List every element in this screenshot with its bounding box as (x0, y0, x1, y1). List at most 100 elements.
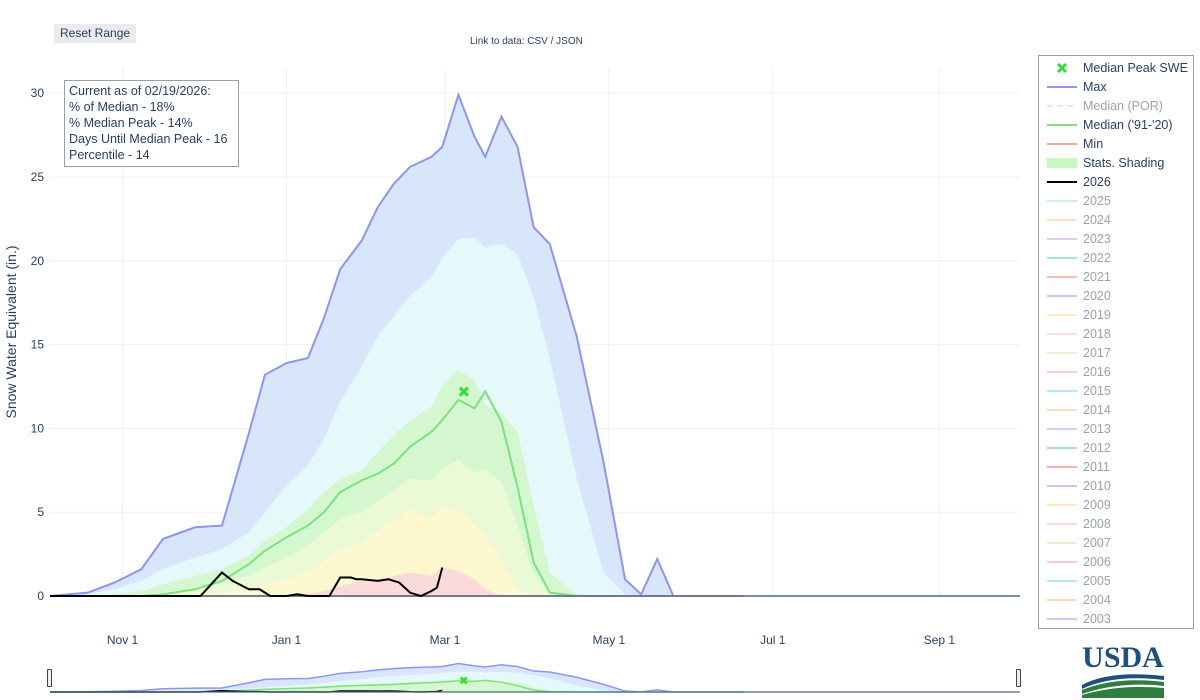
data-link: Link to data: CSV / JSON (470, 36, 583, 47)
legend-item[interactable]: 2010 (1047, 477, 1111, 495)
csv-link[interactable]: CSV (527, 36, 548, 47)
legend-swatch (1047, 194, 1077, 208)
x-tick-label: Sep 1 (924, 633, 956, 647)
legend-swatch (1047, 403, 1077, 417)
max-line (49, 91, 744, 597)
legend-swatch (1047, 118, 1077, 132)
y-axis-title: Snow Water Equivalent (in.) (3, 246, 19, 419)
legend-swatch (1047, 175, 1077, 189)
x-tick-label: May 1 (593, 633, 626, 647)
legend-label: 2016 (1083, 365, 1111, 379)
y-tick-label: 25 (31, 170, 45, 184)
y-tick-label: 30 (31, 86, 45, 100)
legend-item[interactable]: 2019 (1047, 306, 1111, 324)
legend-label: 2024 (1083, 213, 1111, 227)
legend-swatch (1047, 213, 1077, 227)
legend-item[interactable]: Min (1047, 135, 1103, 153)
legend-label: 2008 (1083, 517, 1111, 531)
range-slider-p70-area (50, 679, 744, 692)
json-link[interactable]: JSON (556, 36, 583, 47)
legend-swatch (1047, 61, 1077, 75)
legend-item[interactable]: 2011 (1047, 458, 1110, 476)
legend-swatch (1047, 232, 1077, 246)
legend-item[interactable]: 2013 (1047, 420, 1111, 438)
legend-label: 2007 (1083, 536, 1111, 550)
y-tick-label: 0 (37, 589, 44, 603)
legend-label: 2013 (1083, 422, 1111, 436)
legend-item[interactable]: 2017 (1047, 344, 1111, 362)
range-slider-peak-marker (459, 676, 468, 685)
legend-item[interactable]: 2021 (1047, 268, 1111, 286)
legend-swatch (1047, 365, 1077, 379)
legend-label: Min (1083, 137, 1104, 151)
legend-label: 2022 (1083, 251, 1111, 265)
p30-band-area (50, 507, 744, 596)
legend-item[interactable]: 2006 (1047, 553, 1111, 571)
legend-item[interactable]: 2023 (1047, 230, 1111, 248)
legend-item[interactable]: 2016 (1047, 363, 1111, 381)
legend-item[interactable]: 2008 (1047, 515, 1111, 533)
range-slider-p90-area (50, 671, 744, 692)
x-tick-label: Nov 1 (107, 633, 139, 647)
legend-swatch (1047, 422, 1077, 436)
legend-swatch (1047, 99, 1077, 113)
legend-label: Median (POR) (1083, 99, 1163, 113)
legend-swatch (1047, 308, 1077, 322)
legend-label: Max (1083, 80, 1107, 94)
stats-info-box: Current as of 02/19/2026: % of Median - … (64, 80, 239, 167)
legend-label: 2021 (1083, 270, 1111, 284)
legend-item[interactable]: 2022 (1047, 249, 1111, 267)
legend-item[interactable]: 2012 (1047, 439, 1111, 457)
legend-item[interactable]: Median (POR) (1047, 97, 1163, 115)
range-slider-left-handle[interactable] (47, 669, 52, 687)
legend-swatch (1047, 593, 1077, 607)
legend-swatch (1047, 251, 1077, 265)
legend-label: Median Peak SWE (1083, 61, 1188, 75)
legend-swatch (1047, 384, 1077, 398)
legend-swatch (1047, 441, 1077, 455)
legend-swatch (1047, 289, 1077, 303)
legend-label: 2004 (1083, 593, 1111, 607)
legend-label: 2019 (1083, 308, 1111, 322)
data-link-separator: / (550, 36, 554, 47)
median-peak-marker (458, 386, 469, 397)
legend-label: 2003 (1083, 612, 1111, 626)
legend-label: 2015 (1083, 384, 1111, 398)
legend-label: 2006 (1083, 555, 1111, 569)
legend-item[interactable]: 2025 (1047, 192, 1111, 210)
legend-swatch (1047, 517, 1077, 531)
legend: Median Peak SWE Max Median (POR) Median ('9… (1038, 55, 1194, 629)
legend-label: 2011 (1083, 460, 1110, 474)
y-tick-label: 15 (31, 338, 45, 352)
range-slider-right-handle[interactable] (1016, 669, 1021, 687)
legend-item[interactable]: 2024 (1047, 211, 1111, 229)
legend-item[interactable]: 2026 (1047, 173, 1111, 191)
legend-swatch (1047, 612, 1077, 626)
legend-swatch (1047, 270, 1077, 284)
legend-item[interactable]: 2015 (1047, 382, 1111, 400)
legend-item[interactable]: 2018 (1047, 325, 1111, 343)
info-percentile: Percentile - 14 (69, 148, 150, 162)
legend-item[interactable]: Median Peak SWE (1047, 59, 1188, 77)
legend-item[interactable]: 2007 (1047, 534, 1111, 552)
legend-item[interactable]: Stats. Shading (1047, 154, 1164, 172)
legend-label: 2017 (1083, 346, 1111, 360)
y-tick-label: 10 (31, 421, 45, 435)
legend-item[interactable]: 2020 (1047, 287, 1111, 305)
legend-label: 2026 (1083, 175, 1111, 189)
legend-item[interactable]: 2003 (1047, 610, 1111, 628)
legend-label: 2018 (1083, 327, 1111, 341)
legend-item[interactable]: 2004 (1047, 591, 1111, 609)
legend-item[interactable]: 2005 (1047, 572, 1111, 590)
legend-item[interactable]: 2009 (1047, 496, 1111, 514)
reset-range-button[interactable]: Reset Range (54, 24, 137, 43)
legend-item[interactable]: 2014 (1047, 401, 1111, 419)
legend-item[interactable]: Median ('91-'20) (1047, 116, 1173, 134)
legend-label: 2014 (1083, 403, 1111, 417)
legend-swatch (1047, 80, 1077, 94)
current-year-line (50, 567, 444, 598)
info-percent-median-peak: % Median Peak - 14% (69, 116, 193, 130)
p70-band-area (50, 369, 744, 596)
legend-item[interactable]: Max (1047, 78, 1107, 96)
legend-label: Stats. Shading (1083, 156, 1165, 170)
